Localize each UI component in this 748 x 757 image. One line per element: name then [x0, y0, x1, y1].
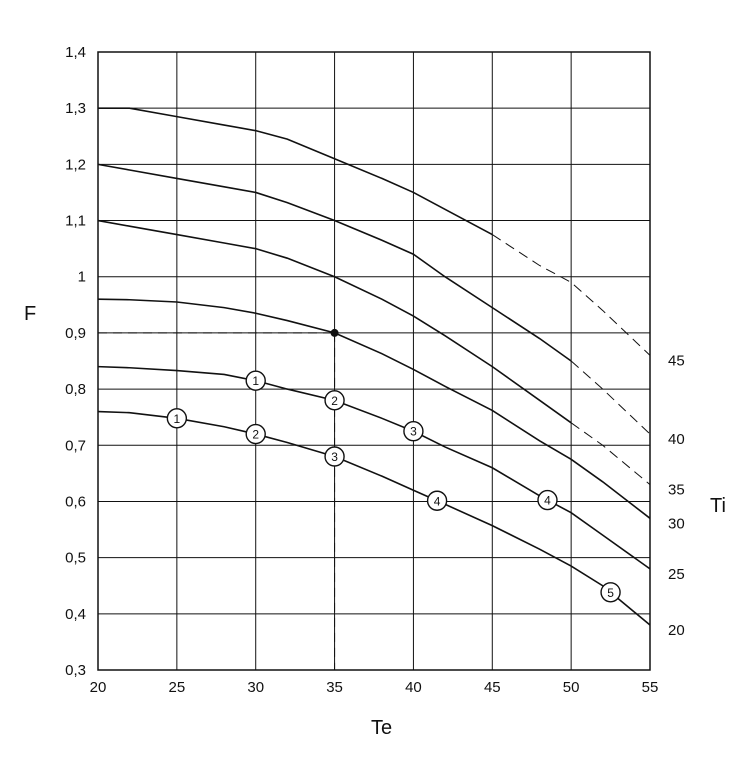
x-tick-label: 35: [326, 679, 343, 696]
y-tick-label: 0,6: [65, 493, 86, 510]
x-axis-title: Te: [371, 717, 392, 739]
series-line-35-extrapolated: [570, 422, 651, 485]
series-marker-label: 2: [331, 394, 338, 408]
series-marker-circle: [403, 421, 424, 442]
y-tick-label: 1,4: [65, 44, 86, 61]
series-line-30: [97, 298, 651, 519]
x-tick-label: 30: [247, 679, 264, 696]
series-marker: 2: [324, 390, 345, 411]
series-marker: 3: [403, 421, 424, 442]
example-guides: [98, 328, 339, 670]
series-label-35: 35: [668, 482, 685, 499]
series-line-25: [97, 365, 651, 570]
series-markers: 1 2 3 4 5 1 2 3 4: [166, 370, 621, 603]
y-tick-label: 0,7: [65, 437, 86, 454]
y-tick-label: 1,1: [65, 213, 86, 230]
series-labels: 20 25 30 35 40 45: [668, 352, 685, 639]
x-tick-label: 25: [169, 679, 186, 696]
x-tick-label: 45: [484, 679, 501, 696]
x-tick-labels: 20 25 30 35 40 45 50 55: [90, 679, 659, 696]
series-marker-circle: [426, 490, 448, 511]
x-tick-label: 20: [90, 679, 107, 696]
series-marker-circle: [600, 582, 621, 603]
series-marker-label: 3: [410, 425, 417, 439]
series-label-30: 30: [668, 515, 685, 532]
series-marker: 1: [245, 370, 266, 391]
series-marker-label: 5: [607, 586, 614, 600]
y-tick-label: 0,8: [65, 381, 86, 398]
series-marker: 2: [245, 423, 266, 445]
series-marker-label: 4: [434, 494, 441, 508]
series-marker: 1: [166, 408, 188, 429]
y-tick-label: 0,4: [65, 606, 86, 623]
x-tick-label: 40: [405, 679, 422, 696]
y-tick-label: 0,3: [65, 662, 86, 679]
series-marker-circle: [245, 370, 266, 391]
plot-frame: [97, 51, 651, 671]
y-tick-label: 1: [78, 269, 86, 286]
x-tick-label: 50: [563, 679, 580, 696]
legend-title: Ti: [710, 495, 726, 517]
series-line-45: [98, 107, 493, 236]
series-label-40: 40: [668, 431, 685, 448]
series-marker-label: 1: [174, 412, 181, 426]
series-label-20: 20: [668, 622, 685, 639]
series-label-45: 45: [668, 352, 685, 369]
series-marker-circle: [324, 390, 345, 411]
series-marker-circle: [324, 446, 345, 467]
y-tick-label: 0,5: [65, 550, 86, 567]
series-marker: 4: [537, 489, 558, 511]
series-line-35: [97, 219, 572, 424]
series-label-25: 25: [668, 566, 685, 583]
y-tick-label: 1,3: [65, 100, 86, 117]
series-marker-label: 2: [252, 428, 259, 442]
grid: [97, 51, 651, 671]
series-marker: 3: [324, 446, 345, 467]
series-line-45-extrapolated: [492, 234, 651, 356]
series-line-40: [97, 163, 572, 362]
series-marker-label: 3: [331, 450, 338, 464]
series-marker-circle: [166, 408, 188, 429]
series-marker: 4: [426, 490, 448, 511]
series-marker-circle: [245, 423, 266, 445]
series-marker-label: 4: [544, 494, 551, 508]
y-tick-labels: 0,3 0,4 0,5 0,6 0,7 0,8 0,9 1 1,1 1,2 1,3 1,4: [65, 44, 86, 679]
series-line-20: [97, 410, 651, 626]
series-marker: 5: [600, 582, 621, 603]
series-lines: [97, 107, 651, 626]
series-line-40-extrapolated: [570, 360, 651, 435]
series-marker-circle: [537, 489, 558, 511]
x-tick-label: 55: [642, 679, 659, 696]
y-tick-label: 0,9: [65, 325, 86, 342]
series-marker-label: 1: [252, 374, 259, 388]
y-axis-title: F: [24, 303, 36, 325]
y-tick-label: 1,2: [65, 156, 86, 173]
